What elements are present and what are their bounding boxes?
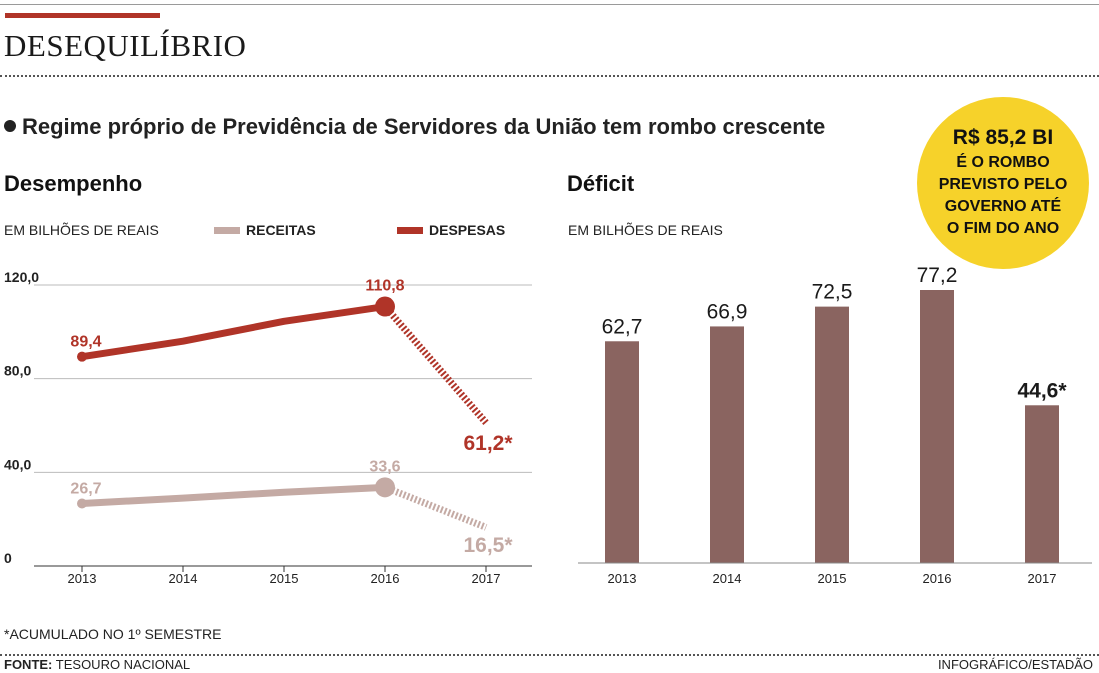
series-line-despesas [78, 303, 389, 361]
data-label-receitas-0: 26,7 [70, 480, 101, 497]
bar-value-label-2017: 44,6* [1017, 379, 1067, 402]
source-label: FONTE: [4, 657, 53, 672]
x-tick-label-3: 2016 [371, 571, 400, 586]
point-receitas-3 [375, 477, 395, 498]
point-despesas-3 [375, 296, 395, 317]
bar-value-label-2016: 77,2 [917, 264, 958, 287]
accent-bar [5, 13, 160, 18]
y-tick-label-2: 80,0 [4, 363, 31, 379]
headline: DESEQUILÍBRIO [4, 28, 247, 63]
data-label-despesas-0: 89,4 [70, 334, 101, 351]
credit: INFOGRÁFICO/ESTADÃO [937, 657, 1093, 672]
series-line-receitas [78, 483, 389, 507]
bar-category-label-2016: 2016 [923, 571, 952, 586]
legend-label-receitas: RECEITAS [246, 222, 316, 238]
bar-value-label-2014: 66,9 [707, 300, 748, 323]
bar-value-label-2015: 72,5 [812, 281, 853, 304]
subtitle-text: Regime próprio de Previdência de Servido… [22, 114, 826, 139]
bar-category-label-2014: 2014 [713, 571, 742, 586]
top-rule [0, 4, 1099, 5]
bar-category-label-2013: 2013 [608, 571, 637, 586]
bar-2016 [920, 290, 954, 563]
bar-2015 [815, 306, 849, 563]
dotted-divider-bottom [0, 654, 1099, 656]
x-tick-label-0: 2013 [68, 571, 97, 586]
performance-unit-label: EM BILHÕES DE REAIS [4, 222, 159, 238]
badge-value: R$ 85,2 BI [952, 126, 1054, 149]
bar-2017 [1025, 405, 1059, 563]
legend-swatch-despesas [397, 226, 423, 234]
x-tick-label-1: 2014 [169, 571, 198, 586]
data-label-receitas-4: 16,5* [463, 534, 513, 557]
legend-despesas: DESPESAS [397, 222, 505, 238]
data-label-receitas-3: 33,6 [369, 458, 400, 475]
footnote: *ACUMULADO NO 1º SEMESTRE [4, 626, 222, 642]
legend-swatch-receitas [214, 226, 240, 234]
y-tick-label-0: 0 [4, 550, 12, 566]
series-projection-receitas [383, 484, 488, 531]
subtitle: Regime próprio de Previdência de Servido… [4, 114, 825, 140]
badge-text: É O ROMBO PREVISTO PELO GOVERNO ATÉ O FI… [938, 154, 1068, 237]
bullet-icon [4, 120, 16, 132]
dotted-divider [0, 75, 1099, 77]
point-despesas-0 [77, 351, 87, 362]
x-tick-label-2: 2015 [270, 571, 299, 586]
y-tick-label-3: 120,0 [4, 269, 39, 285]
legend-receitas: RECEITAS [214, 222, 316, 238]
highlight-badge: R$ 85,2 BI É O ROMBO PREVISTO PELO GOVER… [917, 97, 1089, 269]
data-label-despesas-4: 61,2* [463, 432, 513, 455]
performance-chart-title: Desempenho [4, 171, 143, 196]
bar-category-label-2017: 2017 [1028, 571, 1057, 586]
source-line: FONTE: TESOURO NACIONAL [4, 657, 190, 672]
series-projection-despesas [382, 304, 489, 425]
x-tick-label-4: 2017 [472, 571, 501, 586]
data-label-despesas-3: 110,8 [365, 278, 404, 295]
deficit-unit-label: EM BILHÕES DE REAIS [568, 222, 723, 238]
y-tick-label-1: 40,0 [4, 456, 31, 472]
point-receitas-0 [77, 498, 87, 509]
bar-category-label-2015: 2015 [818, 571, 847, 586]
deficit-chart-title: Déficit [567, 171, 635, 196]
bar-2013 [605, 341, 639, 563]
source-value: TESOURO NACIONAL [55, 657, 191, 672]
bar-2014 [710, 326, 744, 563]
legend-label-despesas: DESPESAS [429, 222, 506, 238]
bar-value-label-2013: 62,7 [602, 315, 643, 338]
